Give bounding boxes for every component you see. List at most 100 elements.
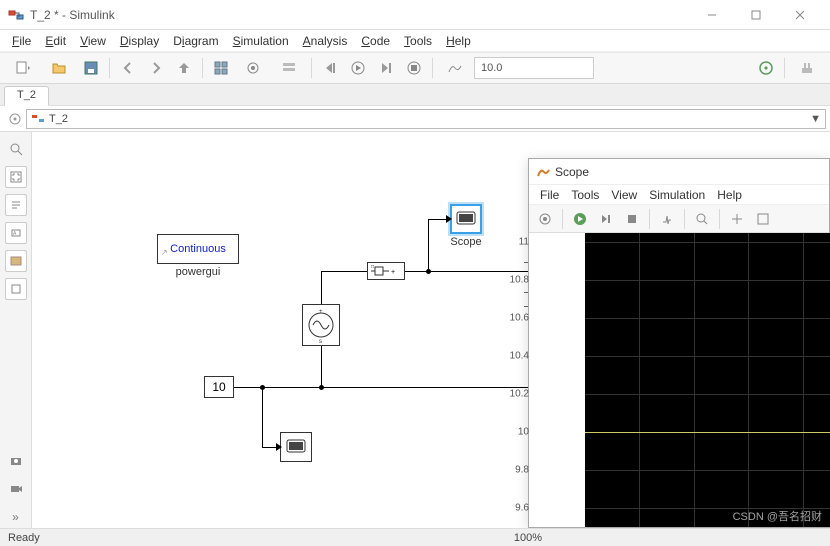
scope-stop-button[interactable] (620, 208, 644, 230)
scope-menu-help[interactable]: Help (712, 187, 747, 203)
scope2-block[interactable] (280, 432, 312, 462)
wire (321, 271, 322, 304)
menu-analysis[interactable]: Analysis (297, 32, 354, 50)
step-forward-button[interactable] (373, 56, 399, 80)
fast-restart-button[interactable] (753, 56, 779, 80)
menu-display[interactable]: Display (114, 32, 165, 50)
zoom-tool-button[interactable] (5, 138, 27, 160)
scope-run-button[interactable] (568, 208, 592, 230)
y-tick-label: 10.6 (510, 313, 529, 324)
save-button[interactable] (78, 56, 104, 80)
scope-menu-bar: File Tools View Simulation Help (529, 185, 829, 205)
model-tab[interactable]: T_2 (4, 86, 49, 106)
menu-help[interactable]: Help (440, 32, 477, 50)
annotation-button[interactable] (5, 194, 27, 216)
y-tick-label: 9.8 (515, 465, 529, 476)
y-tick-label: 9.6 (515, 503, 529, 514)
wire (321, 346, 322, 387)
constant-value: 10 (212, 380, 225, 394)
arrow-icon (446, 215, 452, 223)
scope-menu-simulation[interactable]: Simulation (644, 187, 710, 203)
ac-source-block[interactable]: + s (302, 304, 340, 346)
matlab-icon (535, 164, 551, 180)
area-button[interactable]: A (5, 222, 27, 244)
simulation-time-input[interactable]: 10.0 (474, 57, 594, 79)
minimize-button[interactable] (690, 0, 734, 30)
wire (262, 387, 263, 447)
run-button[interactable] (345, 56, 371, 80)
scope-menu-tools[interactable]: Tools (566, 187, 604, 203)
breadcrumb-bar: T_2 ▼ (0, 106, 830, 132)
measurement-block[interactable]: + □ (367, 262, 405, 280)
scope-viewer-button[interactable] (438, 56, 472, 80)
scope-step-button[interactable] (594, 208, 618, 230)
svg-text:□: □ (371, 264, 374, 270)
menu-file[interactable]: File (6, 32, 37, 50)
scope-icon (454, 209, 478, 229)
menu-view[interactable]: View (74, 32, 112, 50)
wire (262, 447, 276, 448)
scope-window-title: Scope (555, 165, 589, 179)
wire (321, 271, 367, 272)
wire (428, 219, 429, 271)
scope-config-button[interactable] (533, 208, 557, 230)
wire-node (426, 269, 431, 274)
y-tick-label: 10.4 (510, 351, 529, 362)
arrow-icon (276, 443, 282, 451)
back-button[interactable] (115, 56, 141, 80)
y-tick-label: 11 (519, 237, 529, 248)
viewmark-button[interactable] (5, 278, 27, 300)
main-toolbar: 10.0 (0, 52, 830, 84)
sine-icon: + s (304, 306, 338, 344)
scope-title-bar[interactable]: Scope (529, 159, 829, 185)
menu-tools[interactable]: Tools (398, 32, 438, 50)
scope-zoom-button[interactable] (690, 208, 714, 230)
close-button[interactable] (778, 0, 822, 30)
library-browser-button[interactable] (208, 56, 234, 80)
record-button[interactable] (5, 478, 27, 500)
scope-menu-view[interactable]: View (606, 187, 642, 203)
up-button[interactable] (171, 56, 197, 80)
scope-block[interactable]: Scope (450, 204, 482, 248)
scope-label: Scope (450, 236, 482, 248)
scope-trace (585, 432, 830, 433)
fit-view-button[interactable] (5, 166, 27, 188)
constant-block[interactable]: 10 (204, 376, 234, 398)
breadcrumb[interactable]: T_2 ▼ (26, 109, 826, 129)
image-button[interactable] (5, 250, 27, 272)
y-tick-label: 10.2 (510, 389, 529, 400)
breadcrumb-nav-button[interactable] (4, 108, 26, 130)
build-button[interactable] (790, 56, 824, 80)
powergui-block[interactable]: ↗ Continuous powergui (157, 234, 239, 278)
maximize-button[interactable] (734, 0, 778, 30)
simulink-app-icon (8, 7, 24, 23)
menu-edit[interactable]: Edit (39, 32, 72, 50)
stop-button[interactable] (401, 56, 427, 80)
measurement-icon: + □ (369, 264, 403, 278)
step-back-button[interactable] (317, 56, 343, 80)
status-text: Ready (8, 532, 40, 544)
new-model-button[interactable] (6, 56, 40, 80)
breadcrumb-dropdown-icon[interactable]: ▼ (803, 113, 821, 125)
scope-cursor-button[interactable] (725, 208, 749, 230)
open-button[interactable] (42, 56, 76, 80)
model-config-button[interactable] (236, 56, 270, 80)
breadcrumb-path: T_2 (49, 113, 68, 125)
scope-trigger-button[interactable] (655, 208, 679, 230)
scope-plot-area[interactable] (585, 233, 830, 527)
screenshot-button[interactable] (5, 450, 27, 472)
svg-text:s: s (319, 339, 322, 344)
menu-diagram[interactable]: Diagram (167, 32, 224, 50)
menu-code[interactable]: Code (355, 32, 396, 50)
scope-autoscale-button[interactable] (751, 208, 775, 230)
menu-simulation[interactable]: Simulation (227, 32, 295, 50)
scope-window[interactable]: Scope File Tools View Simulation Help 11… (528, 158, 830, 528)
model-explorer-button[interactable] (272, 56, 306, 80)
expand-button[interactable]: » (5, 506, 27, 528)
scope-menu-file[interactable]: File (535, 187, 564, 203)
forward-button[interactable] (143, 56, 169, 80)
svg-text:+: + (391, 269, 395, 276)
scope2-icon (284, 437, 308, 457)
y-tick-label: 10 (518, 427, 529, 438)
status-bar: Ready 100% (0, 528, 830, 546)
